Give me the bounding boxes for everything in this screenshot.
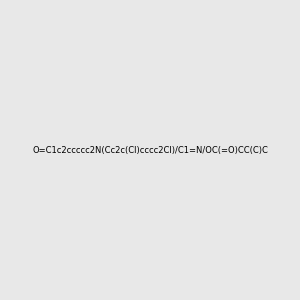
Text: O=C1c2ccccc2N(Cc2c(Cl)cccc2Cl)/C1=N/OC(=O)CC(C)C: O=C1c2ccccc2N(Cc2c(Cl)cccc2Cl)/C1=N/OC(=… — [32, 146, 268, 154]
